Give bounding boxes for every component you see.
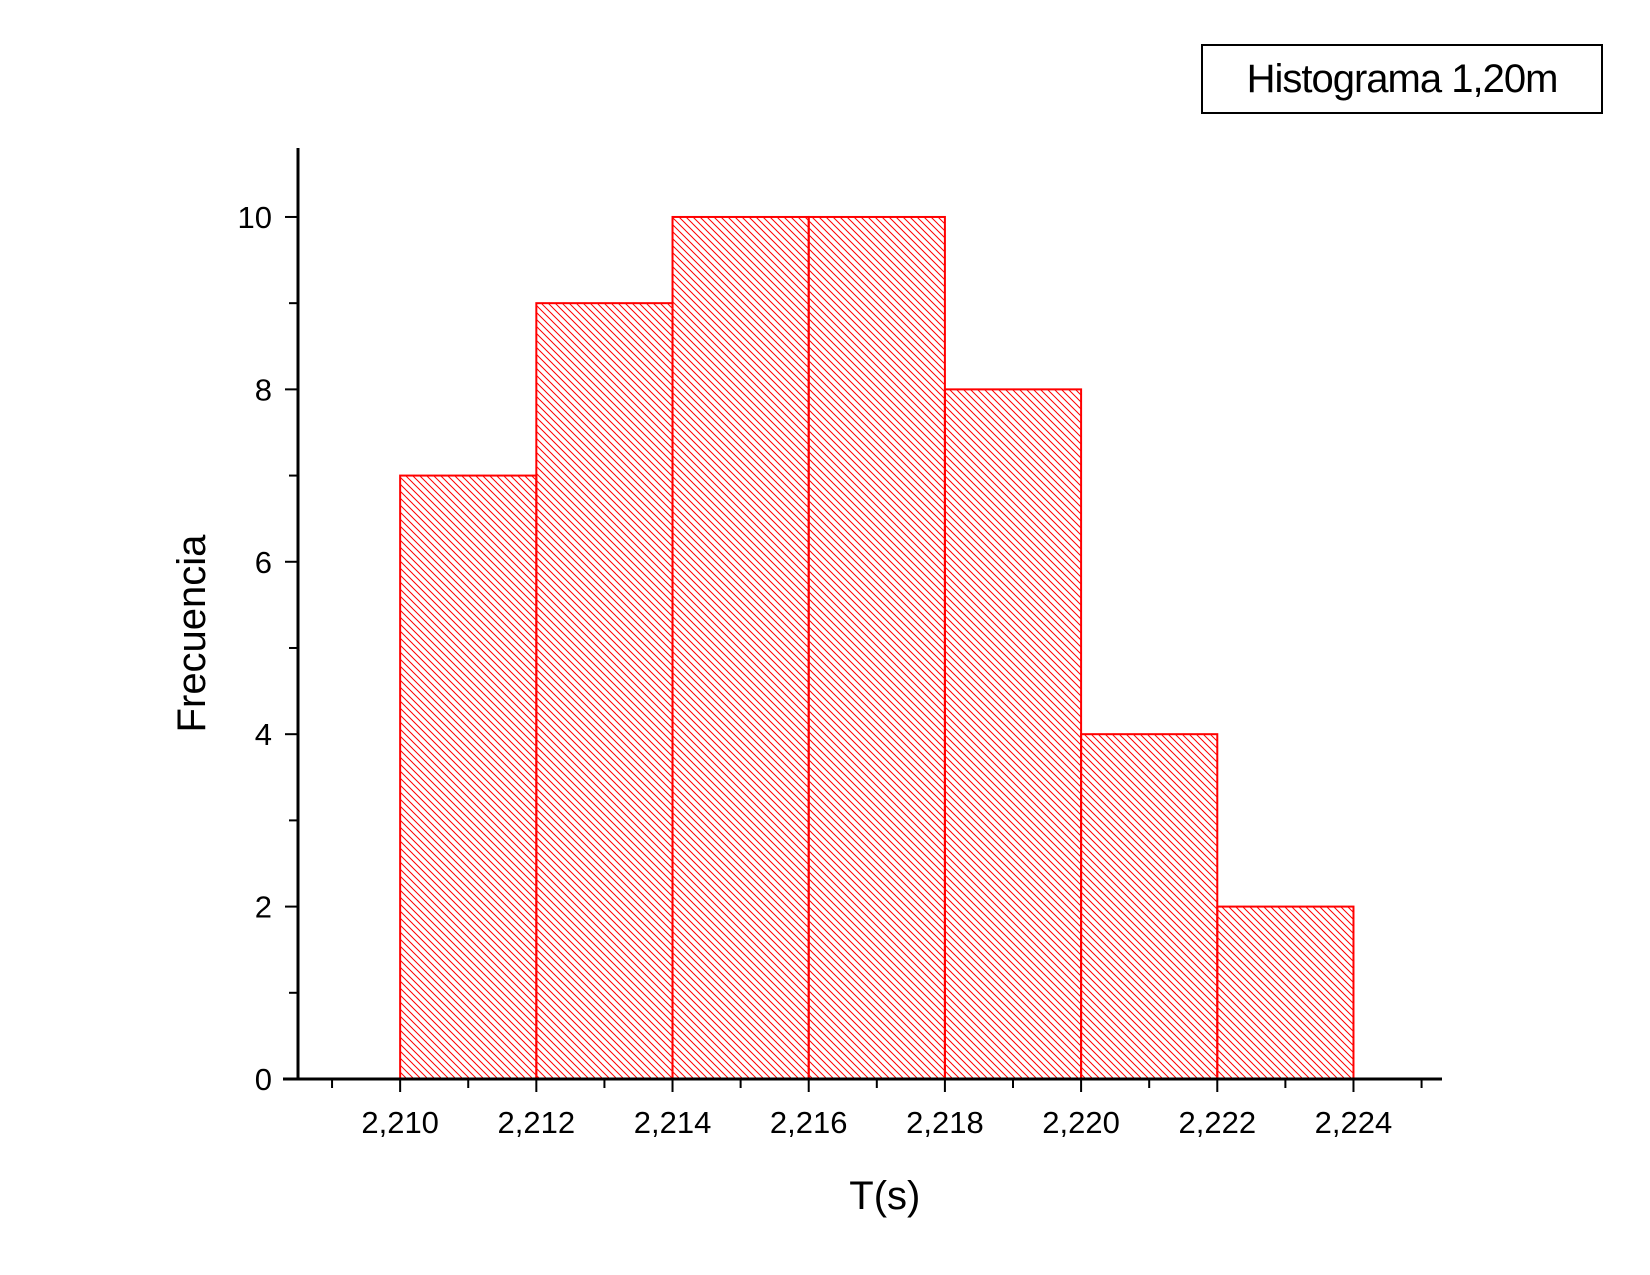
y-axis-label: Frecuencia	[170, 534, 214, 733]
x-tick-label: 2,216	[770, 1105, 848, 1140]
y-tick-label: 6	[255, 545, 272, 580]
x-ticks-group: 2,210 2,212 2,214 2,216 2,218 2,220 2,222 2,224	[331, 1079, 1423, 1140]
y-tick-label: 2	[255, 890, 272, 925]
x-tick-label: 2,224	[1315, 1105, 1393, 1140]
y-tick-label: 8	[255, 372, 272, 407]
x-tick-label: 2,218	[906, 1105, 984, 1140]
chart-title: Histograma 1,20m	[1201, 44, 1603, 114]
histogram-bar-5	[943, 388, 1083, 1080]
x-tick-label: 2,212	[498, 1105, 576, 1140]
x-tick-label: 2,214	[634, 1105, 712, 1140]
x-tick-label: 2,220	[1042, 1105, 1120, 1140]
x-axis-label: T(s)	[849, 1174, 920, 1218]
histogram-bar-3	[671, 215, 810, 1081]
histogram-bar-1	[399, 474, 538, 1080]
y-tick-label: 0	[255, 1062, 272, 1097]
x-tick-label: 2,210	[361, 1105, 439, 1140]
bars-group	[399, 215, 1355, 1081]
x-tick-label: 2,222	[1178, 1105, 1256, 1140]
histogram-bar-6	[1080, 733, 1219, 1080]
histogram-bar-4	[807, 215, 946, 1081]
histogram-bar-7	[1216, 905, 1355, 1080]
y-ticks-group: 0 2 4 6 8 10	[238, 200, 298, 1097]
y-tick-label: 4	[255, 717, 272, 752]
y-tick-label: 10	[238, 200, 272, 235]
histogram-bar-2	[535, 302, 674, 1080]
